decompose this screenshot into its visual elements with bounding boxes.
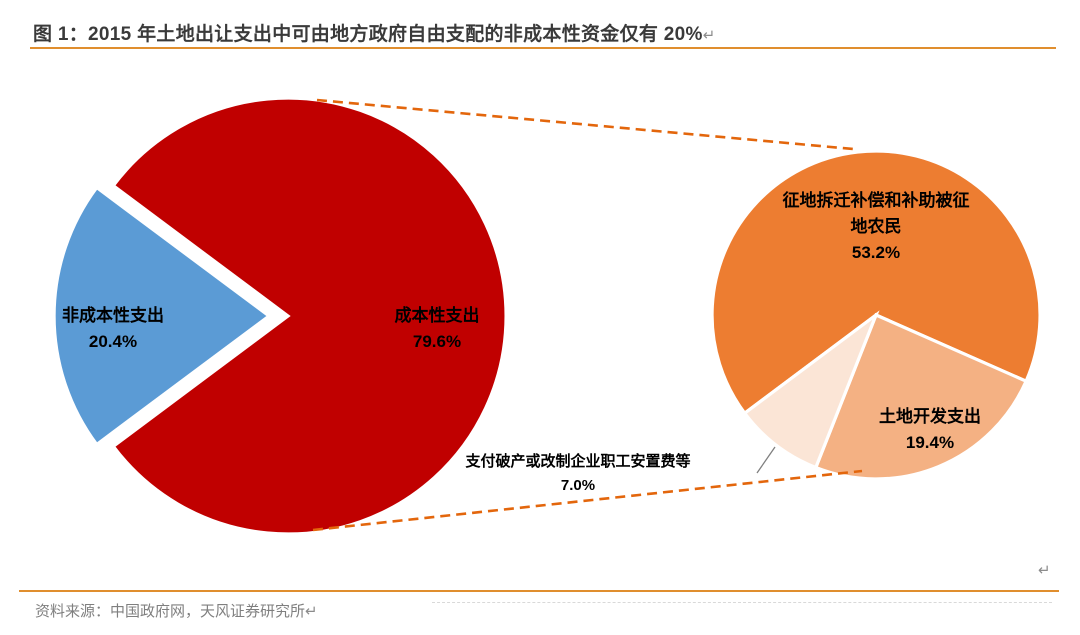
slice-name-text: 非成本性支出 [62,306,164,325]
slice-pct-text: 79.6% [412,332,462,351]
pie2-label-land-development: 土地开发支出 19.4% [879,404,981,456]
slice-pct-text: 53.2% [851,243,901,262]
pie2-slice-land-acquisition-compensation [710,149,1042,416]
callout-leader-line [756,446,776,474]
pie1-slice-non-cost-expenditure [52,185,272,447]
pie2-label-compensation: 征地拆迁补偿和补助被征 地农民 53.2% [783,188,970,266]
pie1-slice-cost-expenditure [111,96,508,536]
source-text: 资料来源：中国政府网，天风证券研究所 [35,603,306,620]
zoom-connector-line-top [316,98,854,151]
slice-pct-text: 7.0% [560,477,596,494]
slice-pct-text: 20.4% [88,332,138,351]
figure-title: 图 1：2015 年土地出让支出中可由地方政府自由支配的非成本性资金仅有 20% [33,24,703,45]
slice-name-text: 支付破产或改制企业职工安置费等 [465,453,691,470]
source-note: 资料来源：中国政府网，天风证券研究所↵ [35,600,318,621]
slice-name-text: 地农民 [850,217,902,236]
slice-pct-text: 19.4% [905,433,955,452]
pie2-callout-resettlement: 支付破产或改制企业职工安置费等 7.0% [465,450,690,498]
paragraph-mark-icon: ↵ [702,27,716,44]
footer-divider [19,590,1059,592]
slice-name-text: 征地拆迁补偿和补助被征 [782,191,970,210]
pie1-label-non-cost: 非成本性支出 20.4% [62,303,164,355]
title-divider [30,47,1056,49]
slice-name-text: 成本性支出 [394,306,480,325]
paragraph-mark-icon: ↵ [305,603,318,620]
paragraph-mark-icon: ↵ [1038,562,1051,579]
slice-name-text: 土地开发支出 [879,407,981,426]
pie2-slice-worker-resettlement-fees [742,310,880,470]
figure-title-row: 图 1：2015 年土地出让支出中可由地方政府自由支配的非成本性资金仅有 20%… [33,19,716,46]
dotted-tab-leader [432,602,1052,603]
zoom-connector-line-bottom [312,469,863,532]
pie2-slice-land-development-expenditure [813,312,1029,481]
pie1-label-cost: 成本性支出 79.6% [395,303,480,355]
